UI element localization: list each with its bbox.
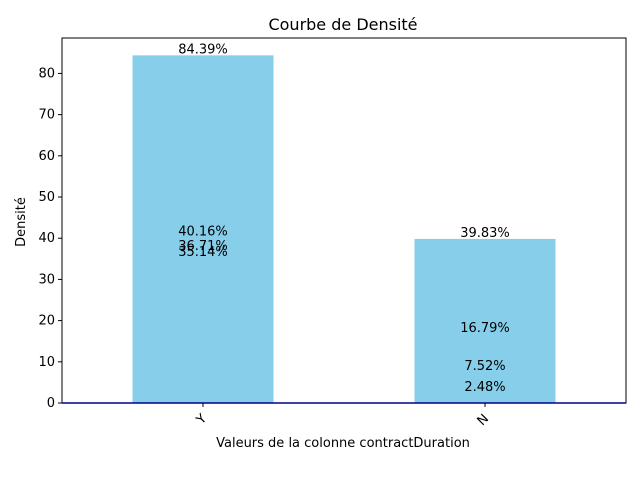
y-tick-label: 0 <box>47 396 55 411</box>
bar-y <box>132 55 274 403</box>
y-axis-label: Densité <box>14 197 29 247</box>
y-tick-label: 30 <box>38 272 55 287</box>
data-label: 39.83% <box>460 226 510 241</box>
data-label: 2.48% <box>464 380 505 395</box>
bar-n <box>414 238 556 403</box>
x-tick-label-y: Y <box>193 411 210 428</box>
data-label: 7.52% <box>464 359 505 374</box>
y-tick-label: 50 <box>38 190 55 205</box>
data-label: 40.16% <box>178 225 228 240</box>
y-tick-label: 60 <box>38 149 55 164</box>
x-tick-label-n: N <box>475 411 492 428</box>
chart-title: Courbe de Densité <box>268 15 417 34</box>
y-tick-label: 80 <box>38 66 55 81</box>
data-label: 35.14% <box>178 245 228 260</box>
y-tick-label: 10 <box>38 355 55 370</box>
data-label: 36.71% <box>178 239 228 254</box>
y-tick-label: 70 <box>38 108 55 123</box>
y-tick-label: 20 <box>38 314 55 329</box>
y-tick-label: 40 <box>38 231 55 246</box>
data-label: 84.39% <box>178 42 228 57</box>
x-axis-label: Valeurs de la colonne contractDuration <box>216 436 470 451</box>
data-label: 16.79% <box>460 321 510 336</box>
plot-area: 0 10 20 30 40 50 60 70 80 Y N 84.39% 40.16%36.71%35.… <box>38 37 627 429</box>
